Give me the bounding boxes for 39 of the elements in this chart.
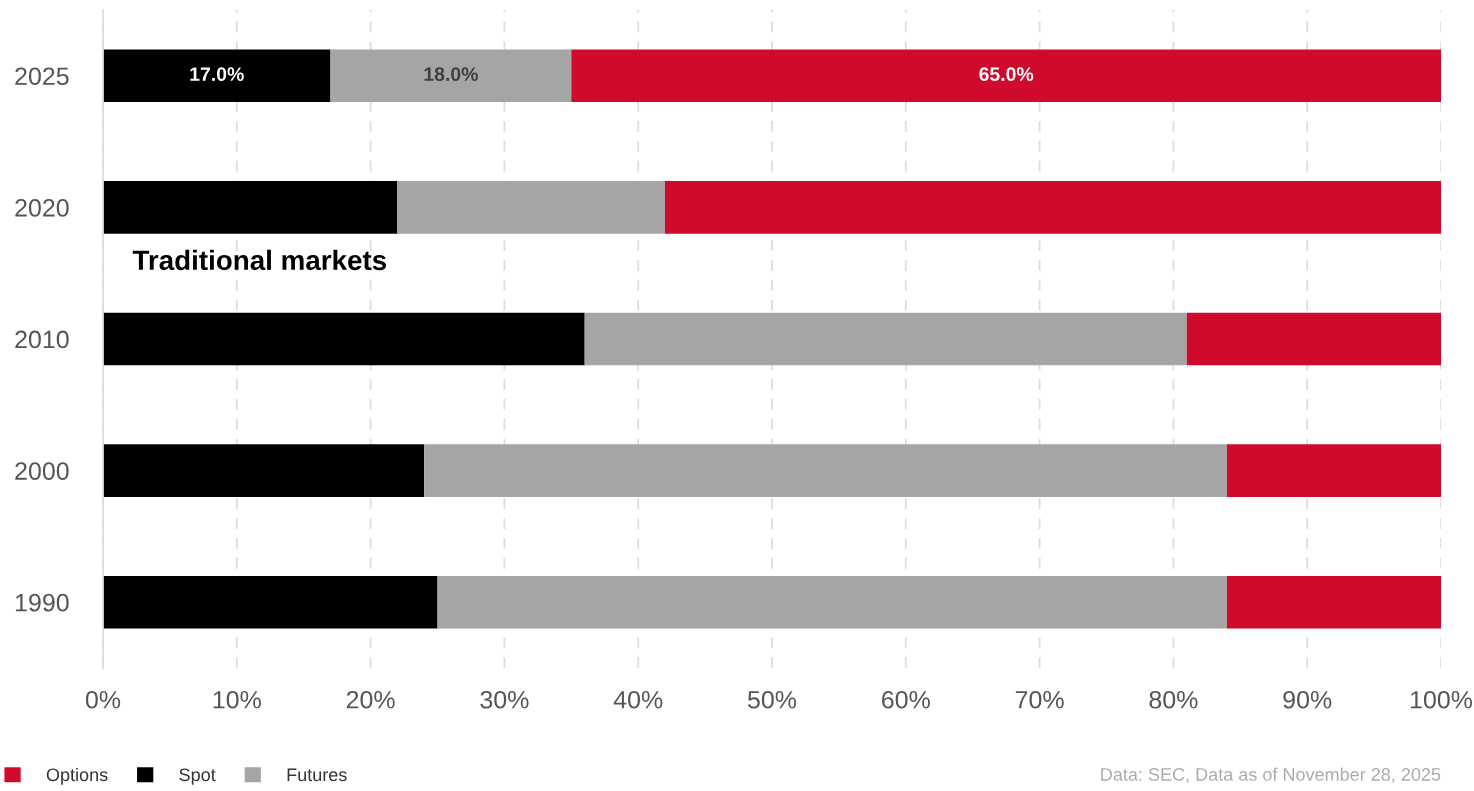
bar (103, 49, 331, 103)
x-tick-label: 20% (346, 690, 395, 709)
x-tick-label: 70% (1015, 690, 1064, 709)
bar (584, 312, 1187, 366)
y-tick-label: 2010 (15, 330, 69, 349)
bar (103, 444, 425, 497)
bar (1226, 575, 1441, 629)
y-tick-label: 2000 (15, 462, 69, 480)
x-tick-label: 30% (480, 690, 529, 709)
bar (1226, 444, 1441, 497)
bar (571, 49, 1441, 103)
x-tick-label: 90% (1283, 690, 1332, 709)
y-tick-label: 2025 (15, 67, 69, 86)
x-tick-label: 80% (1149, 690, 1198, 709)
x-tick-label: 100% (1410, 690, 1473, 709)
bar (437, 575, 1227, 629)
data-label: 18.0% (424, 67, 478, 82)
bar (330, 49, 572, 103)
bar (424, 444, 1227, 497)
bar (103, 181, 398, 234)
bar (103, 575, 438, 629)
annotation: Traditional markets (132, 249, 387, 271)
data-label: 17.0% (190, 67, 244, 82)
x-tick-label: 40% (613, 690, 663, 709)
bar (1186, 312, 1441, 366)
data-label: 65.0% (979, 67, 1034, 82)
bar (103, 312, 585, 366)
x-tick-label: 10% (213, 690, 261, 709)
x-tick-label: 50% (747, 690, 797, 709)
x-tick-label: 60% (882, 690, 930, 709)
x-tick-label: 0% (85, 690, 121, 709)
y-tick-label: 1990 (15, 593, 69, 612)
y-tick-label: 2020 (15, 199, 69, 217)
legend-label: Options (46, 767, 108, 785)
bar (397, 181, 665, 234)
bar (664, 181, 1441, 234)
text: Data: SEC, Data as of November 28, 2025 (1101, 767, 1441, 783)
legend-label: Spot (179, 768, 216, 785)
legend-label: Futures (287, 768, 347, 782)
